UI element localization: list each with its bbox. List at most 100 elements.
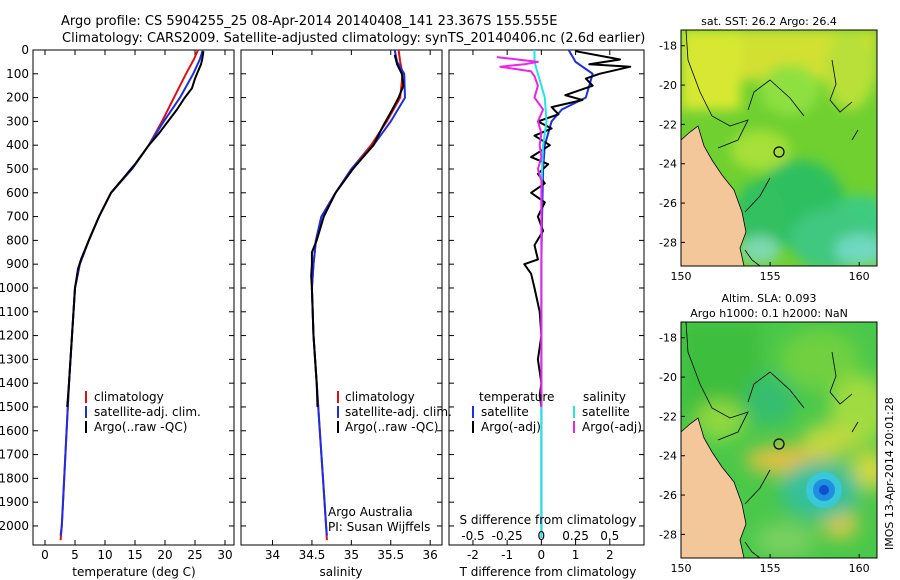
legend-label-climatology: climatology: [94, 390, 164, 404]
x-tick-label: 1: [572, 548, 580, 562]
sla-map-axes: 150 155 160 -18 -20 -22 -24 -26 -28: [659, 332, 870, 575]
argo-australia-label: Argo Australia: [328, 505, 413, 519]
difference-chart: -2 -1 0 1 2 -0.5 -0.25 0 0.25 0.5: [449, 49, 644, 562]
map-x-tick-label: 160: [849, 562, 870, 575]
y-tick-label: 1700: [0, 448, 29, 462]
s-difference-axis-label: S difference from climatology: [460, 513, 637, 527]
y-tick-label: 1300: [0, 352, 29, 366]
sla-map-frame: [680, 321, 878, 559]
s-diff-tick-label: 0.5: [600, 529, 619, 543]
sla-contour: [685, 322, 859, 558]
legend-label-satellite: satellite-adj. clim.: [345, 405, 452, 419]
y-tick-label: 0: [21, 43, 29, 57]
y-tick-label: 1000: [0, 281, 29, 295]
x-tick-label: 34.5: [299, 548, 326, 562]
sla-eddy-core: [819, 485, 829, 495]
pi-label: PI: Susan Wijffels: [328, 520, 430, 534]
sst-map-axes: 150 155 160 -18 -20 -22 -24 -26 -28: [659, 40, 870, 283]
sst-map: [681, 30, 877, 266]
series-line-argo-raw-qc-: [310, 54, 405, 408]
s-diff-tick-label: 0: [538, 529, 546, 543]
figure-title-line1: Argo profile: CS 5904255_25 08-Apr-2014 …: [61, 14, 557, 29]
y-tick-label: 1500: [0, 400, 29, 414]
x-tick-label: 35.5: [377, 548, 404, 562]
difference-panel-frame: [448, 49, 645, 546]
legend-title-temperature: temperature: [479, 390, 554, 404]
y-tick-label: 400: [6, 138, 29, 152]
y-tick-label: 1600: [0, 424, 29, 438]
y-tick-label: 900: [6, 257, 29, 271]
map-x-tick-label: 155: [760, 270, 781, 283]
y-tick-label: 2000: [0, 519, 29, 533]
temperature-legend: climatology satellite-adj. clim. Argo(..…: [85, 390, 201, 434]
x-tick-label: 30: [217, 548, 232, 562]
s-diff-tick-label: -0.5: [461, 529, 484, 543]
map-x-tick-label: 150: [671, 562, 692, 575]
sst-contour: [685, 30, 859, 266]
map-y-tick-label: -26: [659, 489, 677, 502]
y-tick-label: 600: [6, 186, 29, 200]
imos-timestamp-label: IMOS 13-Apr-2014 20:01:28: [883, 397, 896, 550]
map-y-tick-label: -20: [659, 79, 677, 92]
y-tick-label: 300: [6, 114, 29, 128]
temperature-panel-frame: [32, 49, 235, 546]
legend-title-salinity: salinity: [583, 390, 626, 404]
legend-label-temp-satellite: satellite: [481, 405, 529, 419]
legend-label-argo: Argo(..raw -QC): [94, 420, 187, 434]
temperature-axis-label: temperature (deg C): [72, 565, 195, 579]
y-tick-label: 700: [6, 210, 29, 224]
legend-label-temp-argo: Argo(-adj): [481, 420, 541, 434]
y-tick-label: 200: [6, 91, 29, 105]
figure-title-line2: Climatology: CARS2009. Satellite-adjuste…: [62, 31, 645, 46]
legend-label-climatology: climatology: [345, 390, 415, 404]
legend-label-sal-argo: Argo(-adj): [582, 420, 642, 434]
y-tick-label: 1200: [0, 329, 29, 343]
sst-map-frame: [680, 29, 878, 267]
map-y-tick-label: -24: [659, 450, 677, 463]
sla-map-title-line2: Argo h1000: 0.1 h2000: NaN: [690, 307, 848, 320]
map-y-tick-label: -18: [659, 332, 677, 345]
salinity-panel-frame: [240, 49, 443, 546]
map-y-tick-label: -20: [659, 371, 677, 384]
y-tick-label: 1400: [0, 376, 29, 390]
sla-argo-marker: [773, 438, 785, 450]
series-line-salinity-argo-adj-: [496, 56, 545, 407]
y-tick-label: 500: [6, 162, 29, 176]
salinity-legend: climatology satellite-adj. clim. Argo(..…: [337, 390, 452, 434]
map-x-tick-label: 155: [760, 562, 781, 575]
series-line-satellite-adj-clim-: [310, 49, 406, 536]
map-y-tick-label: -24: [659, 158, 677, 171]
x-tick-label: 36: [423, 548, 438, 562]
x-tick-label: 0: [538, 548, 546, 562]
map-y-tick-label: -28: [659, 236, 677, 249]
sla-coastline: [681, 417, 747, 558]
sst-map-title: sat. SST: 26.2 Argo: 26.4: [701, 15, 837, 28]
series-line-climatology: [59, 49, 199, 541]
x-tick-label: 20: [157, 548, 172, 562]
series-line-argo-raw-qc-: [66, 51, 205, 408]
salinity-chart: 34 34.5 35 35.5 36: [241, 49, 442, 562]
temperature-chart: 0 5 10 15 20 25 300100200300400500600700800900…: [0, 43, 234, 562]
legend-label-argo: Argo(..raw -QC): [345, 420, 438, 434]
y-tick-label: 1100: [0, 305, 29, 319]
x-tick-label: -1: [501, 548, 513, 562]
x-tick-label: -2: [467, 548, 479, 562]
salinity-axis-label: salinity: [319, 565, 362, 579]
difference-legend: temperature salinity satellite Argo(-adj…: [472, 390, 642, 434]
s-diff-tick-label: 0.25: [562, 529, 589, 543]
x-tick-label: 15: [127, 548, 142, 562]
sst-coastline: [681, 125, 747, 266]
sla-map: [681, 322, 877, 558]
x-tick-label: 34: [265, 548, 280, 562]
legend-label-satellite: satellite-adj. clim.: [94, 405, 201, 419]
map-y-tick-label: -26: [659, 197, 677, 210]
map-x-tick-label: 160: [849, 270, 870, 283]
x-tick-label: 5: [71, 548, 79, 562]
y-tick-label: 1800: [0, 471, 29, 485]
y-tick-label: 1900: [0, 495, 29, 509]
x-tick-label: 0: [41, 548, 49, 562]
x-tick-label: 10: [97, 548, 112, 562]
sst-argo-marker: [773, 146, 785, 158]
map-y-tick-label: -22: [659, 118, 677, 131]
